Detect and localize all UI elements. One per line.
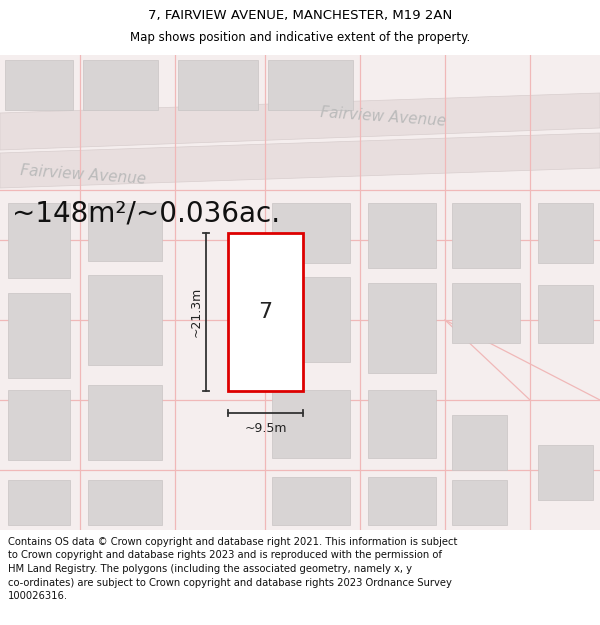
Text: Contains OS data © Crown copyright and database right 2021. This information is : Contains OS data © Crown copyright and d… [8,537,457,547]
Text: 7, FAIRVIEW AVENUE, MANCHESTER, M19 2AN: 7, FAIRVIEW AVENUE, MANCHESTER, M19 2AN [148,9,452,21]
Text: ~9.5m: ~9.5m [244,422,287,436]
Polygon shape [0,93,600,150]
Bar [88,275,162,365]
Text: ~21.3m: ~21.3m [190,287,203,337]
Bar [538,445,593,500]
Bar [8,390,70,460]
Bar [178,60,258,110]
Bar [228,233,303,391]
Bar [538,285,593,343]
Bar [88,480,162,525]
Bar [88,203,162,261]
Bar [272,390,350,458]
Text: HM Land Registry. The polygons (including the associated geometry, namely x, y: HM Land Registry. The polygons (includin… [8,564,412,574]
Text: 7: 7 [259,302,272,322]
Bar [272,477,350,525]
Text: Map shows position and indicative extent of the property.: Map shows position and indicative extent… [130,31,470,44]
Bar [5,60,73,110]
Text: co-ordinates) are subject to Crown copyright and database rights 2023 Ordnance S: co-ordinates) are subject to Crown copyr… [8,578,452,587]
Bar [452,203,520,268]
Bar [368,203,436,268]
Bar [272,203,350,263]
Bar [452,415,507,470]
Bar [368,283,436,373]
Bar [452,480,507,525]
Bar [368,390,436,458]
Bar [268,60,353,110]
Text: 100026316.: 100026316. [8,591,68,601]
Bar [83,60,158,110]
Text: to Crown copyright and database rights 2023 and is reproduced with the permissio: to Crown copyright and database rights 2… [8,551,442,561]
Bar [538,203,593,263]
Bar [8,203,70,278]
Polygon shape [0,133,600,188]
Bar [88,385,162,460]
Text: Fairview Avenue: Fairview Avenue [20,163,147,187]
Bar [8,480,70,525]
Bar [272,277,350,362]
Text: ~148m²/~0.036ac.: ~148m²/~0.036ac. [12,199,280,227]
Bar [452,283,520,343]
Bar [368,477,436,525]
Text: Fairview Avenue: Fairview Avenue [320,105,447,129]
Bar [8,293,70,378]
